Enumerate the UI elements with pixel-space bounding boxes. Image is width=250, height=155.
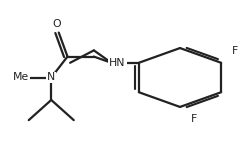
Text: O: O — [52, 19, 60, 29]
Text: Me: Me — [13, 73, 30, 82]
Text: HN: HN — [109, 58, 126, 68]
Text: F: F — [232, 46, 238, 56]
Text: N: N — [47, 73, 56, 82]
Text: F: F — [190, 114, 197, 124]
